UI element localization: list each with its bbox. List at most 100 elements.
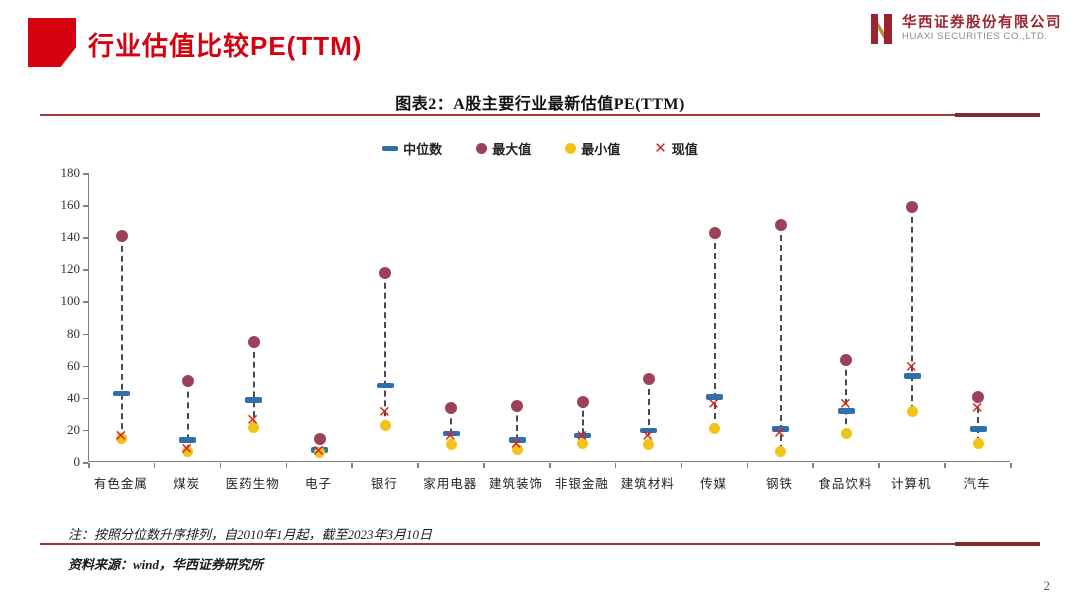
- x-tick: [549, 463, 551, 468]
- y-tick: [83, 462, 88, 464]
- x-axis-label: 有色金属: [93, 477, 148, 491]
- range-connector: [318, 438, 321, 453]
- x-tick: [614, 463, 617, 468]
- company-name-cn: 华西证券股份有限公司: [902, 15, 1062, 32]
- x-axis-label: 银行: [370, 477, 398, 491]
- title-divider-line: [40, 114, 1040, 116]
- x-tick: [680, 463, 683, 468]
- range-connector: [647, 379, 650, 445]
- huaxi-h-monogram-icon: [871, 14, 892, 44]
- legend-label: 中位数: [403, 142, 443, 157]
- current-value-marker: ✕: [443, 427, 457, 446]
- legend-label: 最小值: [581, 142, 621, 157]
- x-axis-label: 建筑装饰: [489, 477, 544, 491]
- range-connector: [581, 401, 584, 444]
- max-marker: [181, 374, 194, 387]
- x-tick: [1010, 463, 1012, 468]
- median-marker: [113, 390, 131, 397]
- legend-label: 现值: [671, 142, 698, 157]
- median-marker: [640, 427, 658, 434]
- median-marker: [508, 437, 526, 443]
- current-value-marker: ✕: [377, 403, 391, 422]
- min-marker: [182, 445, 194, 457]
- legend-label: 最大值: [492, 142, 532, 157]
- min-marker: [116, 433, 128, 445]
- chart-note: 注：按照分位数升序排列，自2010年1月起，截至2023年3月10日: [68, 527, 433, 542]
- median-marker: [969, 426, 987, 432]
- y-tick: [83, 237, 88, 239]
- range-connector: [845, 359, 848, 434]
- x-tick: [417, 463, 419, 468]
- x-axis-label: 传媒: [700, 477, 728, 491]
- y-tick: [83, 397, 88, 400]
- x-axis-label: 医药生物: [225, 477, 280, 491]
- median-marker: [706, 394, 724, 400]
- current-value-marker: ✕: [180, 440, 194, 459]
- min-marker: [577, 437, 589, 449]
- page-number: 2: [1043, 578, 1051, 593]
- range-connector: [516, 406, 519, 450]
- median-marker: [574, 432, 592, 439]
- median-marker: [772, 426, 789, 432]
- min-marker: [643, 439, 655, 451]
- range-connector: [252, 342, 255, 428]
- min-marker: [709, 423, 721, 435]
- min-marker: [511, 444, 523, 456]
- min-marker: [248, 421, 260, 433]
- x-tick: [351, 463, 353, 468]
- max-marker: [445, 402, 458, 415]
- legend-item-现值: ✕ 现值: [654, 139, 698, 158]
- dash-marker-icon: [382, 146, 399, 151]
- max-marker: [379, 267, 392, 280]
- y-axis-label: 100: [60, 293, 81, 309]
- footer-divider-cap: [955, 542, 1040, 546]
- x-tick: [88, 463, 90, 468]
- range-connector: [911, 207, 914, 412]
- y-axis-label: 60: [67, 357, 80, 373]
- current-value-marker: ✕: [312, 441, 325, 460]
- company-logo: 华西证券股份有限公司 HUAXI SECURITIES CO.,LTD.: [869, 12, 1062, 46]
- min-marker: [972, 437, 984, 449]
- current-value-marker: ✕: [509, 435, 523, 454]
- y-axis-label: 0: [73, 454, 81, 469]
- current-value-marker: ✕: [114, 427, 128, 446]
- x-axis-label: 非银金融: [554, 477, 609, 491]
- plot-area: ✕ ✕ ✕ ✕ ✕ ✕ ✕ ✕ ✕ ✕ ✕ ✕ ✕ ✕: [88, 173, 1010, 462]
- footer-divider-line: [40, 543, 1040, 545]
- x-tick: [812, 463, 814, 468]
- min-marker: [906, 405, 918, 417]
- y-axis-label: 40: [67, 389, 80, 405]
- min-marker: [445, 439, 457, 451]
- current-value-marker: ✕: [575, 427, 589, 446]
- range-connector: [120, 236, 123, 439]
- x-axis-label: 煤炭: [173, 477, 201, 491]
- max-marker: [115, 230, 128, 243]
- company-name-en: HUAXI SECURITIES CO.,LTD.: [902, 30, 1048, 42]
- median-marker: [376, 382, 394, 389]
- x-tick: [153, 463, 156, 468]
- y-tick: [83, 333, 88, 336]
- y-axis-label: 140: [60, 229, 81, 245]
- y-tick: [83, 173, 88, 175]
- current-value-marker: ✕: [970, 398, 984, 417]
- y-tick: [83, 301, 88, 303]
- max-marker: [642, 373, 655, 386]
- x-axis-label: 计算机: [890, 477, 932, 491]
- y-axis-label: 120: [60, 261, 81, 277]
- max-marker: [840, 353, 853, 366]
- range-connector: [450, 408, 453, 445]
- min-marker: [775, 445, 786, 457]
- median-marker: [837, 408, 855, 414]
- max-marker: [313, 432, 326, 445]
- min-marker: [314, 447, 325, 459]
- median-marker: [245, 397, 263, 403]
- legend-item-最小值: 最小值: [565, 139, 620, 158]
- x-tick: [219, 463, 222, 468]
- median-marker: [442, 430, 460, 437]
- current-value-marker: ✕: [641, 427, 655, 446]
- x-tick: [878, 463, 880, 468]
- median-marker: [903, 373, 921, 379]
- range-connector: [977, 396, 980, 444]
- current-value-marker: ✕: [246, 411, 260, 430]
